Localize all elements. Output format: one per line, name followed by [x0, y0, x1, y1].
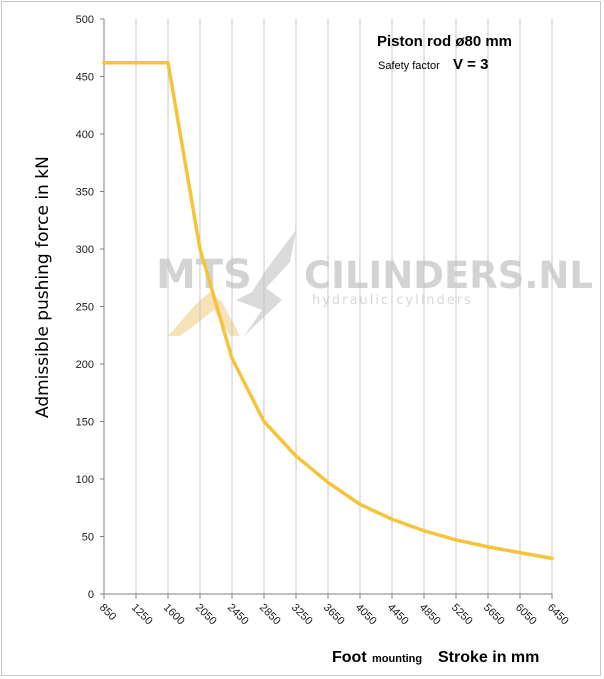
watermark-logo: MTS CILINDERS.NL hydraulic cylinders — [156, 230, 593, 336]
x-tick-label-1250: 1250 — [129, 602, 155, 628]
watermark-tagline: hydraulic cylinders — [312, 293, 473, 308]
data-point-4050 — [358, 502, 362, 506]
y-tick-label-100: 100 — [76, 474, 94, 486]
data-point-1250 — [134, 61, 138, 65]
x-tick-label-850: 850 — [97, 602, 118, 623]
data-point-850 — [102, 61, 106, 65]
y-tick-label-500: 500 — [76, 14, 94, 26]
y-tick-label-200: 200 — [76, 359, 94, 371]
watermark-brand-right: CILINDERS.NL — [304, 254, 593, 297]
data-point-2050 — [198, 247, 202, 251]
data-point-5650 — [486, 545, 490, 549]
x-tick-label-4450: 4450 — [385, 602, 411, 628]
watermark-x-mark-icon — [168, 292, 240, 336]
x-tick-label-3650: 3650 — [321, 602, 347, 628]
x-tick-label-5250: 5250 — [449, 602, 475, 628]
x-tick-label-4850: 4850 — [417, 602, 443, 628]
x-axis-label: Stroke in mm — [438, 649, 539, 666]
data-point-3250 — [294, 454, 298, 458]
x-tick-label-2050: 2050 — [193, 602, 219, 628]
data-point-1600 — [166, 61, 170, 65]
x-axis-prefix-small: mounting — [372, 653, 422, 665]
x-tick-label-1600: 1600 — [161, 602, 187, 628]
data-point-4450 — [390, 517, 394, 521]
x-tick-label-2450: 2450 — [225, 602, 251, 628]
data-point-3650 — [326, 480, 330, 485]
annotation-piston-rod: Piston rod ø80 mm — [377, 33, 512, 50]
y-tick-label-50: 50 — [82, 532, 94, 544]
y-tick-label-150: 150 — [76, 417, 94, 429]
y-axis-label: Admissible pushing force in kN — [33, 156, 53, 418]
data-point-5250 — [454, 538, 458, 542]
x-tick-label-4050: 4050 — [353, 602, 379, 628]
watermark-swoosh-icon — [236, 230, 296, 336]
y-tick-label-450: 450 — [76, 72, 94, 84]
x-tick-label-6450: 6450 — [545, 602, 571, 628]
grid-lines — [103, 19, 553, 594]
x-axis-prefix: Foot — [332, 649, 367, 666]
x-tick-label-6050: 6050 — [513, 602, 539, 628]
data-point-2850 — [262, 419, 266, 424]
data-point-4850 — [422, 529, 426, 533]
x-tick-label-3250: 3250 — [289, 602, 315, 628]
annotation-safety-factor-value: V = 3 — [453, 56, 488, 73]
y-tick-label-250: 250 — [76, 302, 94, 314]
y-tick-label-300: 300 — [76, 244, 94, 256]
series-group — [102, 60, 554, 561]
annotation-safety-factor-label: Safety factor — [378, 60, 440, 72]
y-tick-label-0: 0 — [88, 589, 94, 601]
data-point-6050 — [518, 551, 522, 555]
data-point-6450 — [550, 556, 554, 560]
y-tick-labels: 0 50 100 150 200 250 300 350 400 450 500 — [76, 14, 104, 601]
data-point-2450 — [230, 356, 234, 360]
y-tick-label-350: 350 — [76, 187, 94, 199]
x-tick-labels: 850 1250 1600 2050 2450 2850 3250 3650 4050 4450 4… — [97, 594, 571, 627]
x-tick-label-5650: 5650 — [481, 602, 507, 628]
x-tick-label-2850: 2850 — [257, 602, 283, 628]
y-tick-label-400: 400 — [76, 129, 94, 141]
